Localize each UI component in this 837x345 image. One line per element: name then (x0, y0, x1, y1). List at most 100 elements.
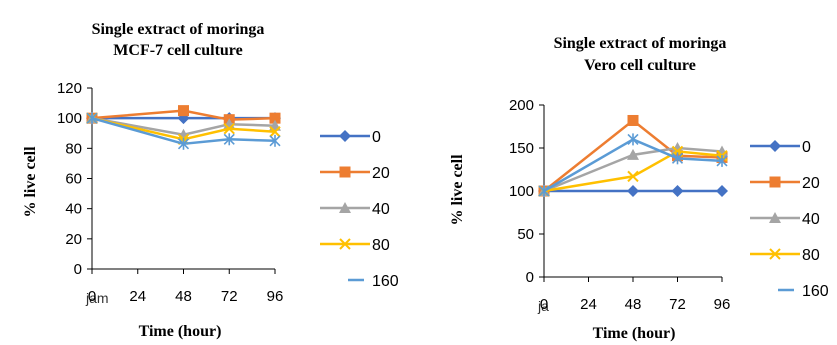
legend-marker (339, 238, 351, 250)
legend: 0 20 40 80 160 (750, 139, 829, 300)
x-tick-label: 96 (267, 288, 284, 305)
series-line (543, 150, 723, 193)
series-line (543, 146, 723, 193)
data-point-star (177, 137, 190, 150)
data-point-diamond (671, 185, 684, 197)
data-point-star (716, 154, 728, 167)
x-tick-label: 48 (625, 296, 642, 313)
data-point-star (538, 185, 550, 197)
x-tick-label: 96 (714, 296, 731, 313)
x-tick-label: 72 (221, 288, 238, 305)
plot-area: 0 50 100 150 200 0 24 48 72 96 (509, 97, 730, 313)
data-point-star (671, 152, 684, 165)
x-tick-label: 48 (175, 288, 192, 305)
data-point-triangle (671, 142, 684, 153)
legend-marker (769, 176, 781, 188)
x-tick-label: 24 (580, 296, 597, 313)
x-tick-label: 24 (129, 288, 146, 305)
chart-mcf7: Single extract of moringa MCF-7 cell cul… (22, 21, 399, 340)
data-point-diamond (627, 185, 639, 197)
data-point-star (627, 133, 639, 146)
y-tick-label: 80 (65, 140, 82, 157)
y-tick-label: 40 (65, 201, 82, 218)
data-point-x-stroke (269, 126, 281, 138)
data-point-star (269, 134, 281, 147)
legend-label: 20 (802, 175, 820, 192)
data-point-x-stroke (223, 123, 235, 135)
y-axis-label: % live cell (449, 154, 466, 226)
data-point-square (269, 112, 281, 124)
legend-entry: 40 (320, 201, 390, 218)
legend-marker-stroke (769, 248, 781, 260)
y-tick-label: 150 (509, 140, 534, 157)
x-extra-label: jam (85, 290, 109, 306)
series-line (91, 109, 276, 121)
y-axis-label: % live cell (22, 146, 39, 218)
legend-marker (769, 248, 781, 260)
legend-marker (769, 212, 781, 223)
legend-label: 80 (802, 247, 820, 264)
data-point-star (86, 112, 98, 125)
series-line (543, 138, 723, 193)
x-tick-label: 0 (540, 296, 548, 313)
legend-entry: 160 (348, 273, 399, 290)
series-line (543, 119, 723, 192)
data-point-diamond (716, 185, 728, 197)
series-160 (538, 133, 728, 197)
legend-marker (339, 202, 351, 213)
legend-entry: 40 (750, 211, 820, 228)
y-tick-label: 0 (74, 261, 82, 278)
data-point-square (178, 105, 189, 117)
chart-title-line-1: Single extract of moringa (554, 35, 727, 52)
data-point-x-stroke (627, 170, 639, 183)
chart-title-line-2: Vero cell culture (584, 57, 696, 74)
legend-entry: 20 (320, 165, 390, 182)
y-tick-label: 50 (517, 226, 534, 243)
y-tick-label: 120 (57, 80, 82, 97)
series-line (91, 116, 276, 146)
legend-marker (339, 130, 351, 142)
y-tick-label: 100 (57, 110, 82, 127)
legend-entry: 160 (778, 283, 829, 300)
legend-label: 0 (372, 129, 381, 146)
legend-label: 80 (372, 237, 390, 254)
y-tick-label: 100 (509, 183, 534, 200)
legend-marker (339, 166, 351, 178)
x-extra-label: ja (537, 298, 549, 314)
legend-label: 0 (802, 139, 811, 156)
legend: 0 20 40 80 160 (320, 129, 399, 290)
x-axis-label: Time (hour) (593, 325, 676, 342)
data-point-x (269, 126, 281, 138)
x-axis-label: Time (hour) (139, 323, 222, 340)
series-line (91, 116, 276, 137)
legend-label: 40 (372, 201, 390, 218)
legend-entry: 0 (320, 129, 381, 146)
legend-label: 20 (372, 165, 390, 182)
x-tick-label: 0 (88, 288, 96, 305)
data-point-triangle (627, 148, 639, 160)
x-tick-label: 72 (669, 296, 686, 313)
series-line (91, 116, 276, 141)
legend-marker-stroke (339, 238, 351, 250)
legend-label: 160 (802, 283, 829, 300)
data-point-star (223, 133, 235, 146)
legend-entry: 0 (750, 139, 811, 156)
series-160 (86, 112, 281, 150)
legend-label: 160 (372, 273, 399, 290)
legend-entry: 80 (320, 237, 390, 254)
chart-title-line-2: MCF-7 cell culture (113, 42, 242, 59)
plot-area: 0 20 40 60 80 100 120 0 24 48 72 96 (57, 80, 283, 305)
chart-title-line-1: Single extract of moringa (92, 21, 265, 38)
chart-vero: Single extract of moringa Vero cell cult… (449, 35, 829, 342)
data-point-x (223, 123, 235, 135)
legend-marker (769, 140, 781, 152)
y-tick-label: 20 (65, 231, 82, 248)
y-tick-label: 0 (526, 269, 534, 286)
y-tick-label: 200 (509, 97, 534, 114)
legend-label: 40 (802, 211, 820, 228)
data-point-x (627, 170, 639, 183)
y-tick-label: 60 (65, 171, 82, 188)
legend-entry: 80 (750, 247, 820, 264)
data-point-square (627, 114, 639, 126)
